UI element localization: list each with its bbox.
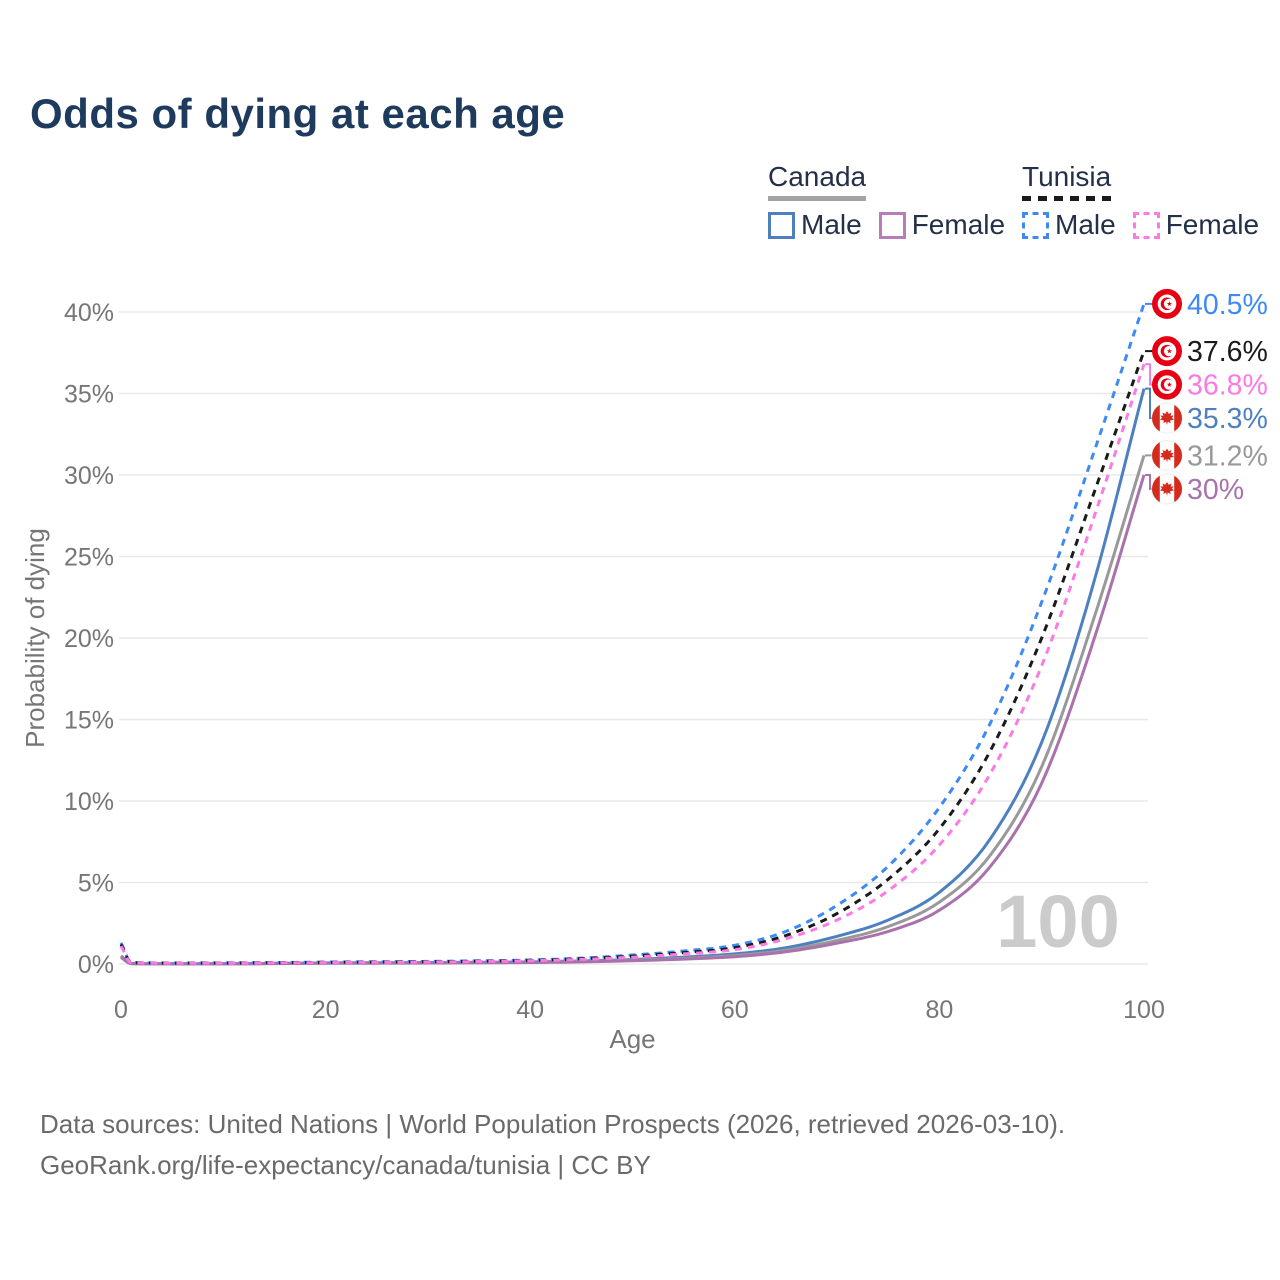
canada-male-swatch-icon	[768, 211, 795, 239]
canada-female-swatch-icon	[878, 211, 906, 239]
legend-items-canada: Male Female	[768, 209, 1022, 241]
legend-item-tunisia-female[interactable]: Female	[1132, 209, 1260, 241]
legend-item-label: Female	[1165, 209, 1260, 240]
tunisia-female-swatch-icon	[1132, 211, 1160, 239]
y-tick-label: 40%	[64, 299, 114, 327]
tunisia-flag-icon	[1152, 336, 1182, 367]
star-icon	[1166, 301, 1172, 307]
y-tick-label: 20%	[64, 625, 114, 653]
y-tick-label: 15%	[64, 707, 114, 735]
x-axis-title: Age	[609, 1024, 655, 1054]
legend-item-canada-female[interactable]: Female	[878, 209, 1006, 241]
leader-line	[1145, 363, 1153, 386]
x-tick-label: 40	[516, 996, 544, 1024]
y-tick-label: 10%	[64, 788, 114, 816]
x-tick-label: 100	[1123, 996, 1165, 1024]
source-line-2: GeoRank.org/life-expectancy/canada/tunis…	[40, 1150, 651, 1180]
x-tick-label: 80	[925, 996, 953, 1024]
end-value-label-canada: 31.2%	[1187, 440, 1268, 472]
canada-flag-icon	[1151, 439, 1183, 471]
maple-leaf-icon	[1160, 411, 1174, 426]
canada-flag-icon	[1151, 473, 1183, 505]
age-watermark: 100	[996, 880, 1119, 963]
y-tick-label: 5%	[78, 870, 114, 898]
legend-item-label: Female	[911, 209, 1006, 240]
y-tick-label: 30%	[64, 462, 114, 490]
star-icon	[1166, 381, 1172, 387]
source-line-1: Data sources: United Nations | World Pop…	[40, 1109, 1066, 1139]
tunisia-flag-icon	[1152, 288, 1182, 319]
series-line-tunisia-female	[119, 363, 1146, 965]
end-value-label-tunisia-female: 36.8%	[1187, 370, 1268, 402]
tunisia-male-swatch-icon	[1022, 211, 1049, 239]
x-tick-label: 0	[114, 996, 128, 1024]
legend-item-canada-male[interactable]: Male	[768, 209, 862, 241]
legend-country-label: Canada	[768, 161, 867, 192]
x-tick-label: 20	[312, 996, 340, 1024]
y-tick-label: 35%	[64, 381, 114, 409]
leader-line	[1145, 387, 1153, 420]
legend-head-tunisia: Tunisia	[1022, 161, 1112, 201]
legend-country-label: Tunisia	[1022, 161, 1112, 192]
maple-leaf-icon	[1160, 448, 1174, 463]
legend-item-label: Male	[1055, 209, 1116, 240]
canada-linestyle-sample	[768, 196, 867, 201]
end-value-label-tunisia: 37.6%	[1187, 336, 1268, 368]
legend-item-tunisia-male[interactable]: Male	[1022, 209, 1116, 241]
series-line-tunisia	[119, 350, 1146, 965]
end-value-label-canada-male: 35.3%	[1187, 403, 1268, 435]
y-tick-label: 0%	[78, 951, 114, 979]
canada-flag-icon	[1151, 402, 1183, 434]
star-icon	[1166, 348, 1172, 354]
end-value-label-canada-female: 30%	[1187, 474, 1244, 506]
data-source-note: Data sources: United Nations | World Pop…	[40, 1104, 1065, 1186]
legend-group-canada: Canada Male Female	[768, 161, 1022, 241]
maple-leaf-icon	[1160, 481, 1174, 496]
legend-group-tunisia: Tunisia Male Female	[1022, 161, 1276, 241]
tunisia-flag-icon	[1152, 369, 1182, 400]
x-tick-label: 60	[721, 996, 749, 1024]
series-line-canada	[120, 454, 1146, 966]
y-axis-title: Probability of dying	[20, 528, 50, 748]
legend-head-canada: Canada	[768, 161, 867, 201]
leader-line	[1145, 474, 1153, 490]
page-title: Odds of dying at each age	[30, 90, 566, 137]
end-value-label-tunisia-male: 40.5%	[1187, 289, 1268, 321]
y-tick-label: 25%	[64, 544, 114, 572]
tunisia-linestyle-sample	[1022, 196, 1112, 201]
legend-items-tunisia: Male Female	[1022, 209, 1276, 241]
legend-item-label: Male	[801, 209, 862, 240]
